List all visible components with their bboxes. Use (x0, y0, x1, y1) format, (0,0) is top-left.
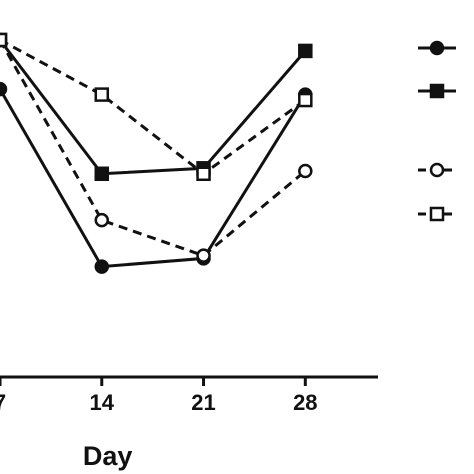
series-1 (0, 81, 313, 274)
series-4-point-4 (298, 92, 313, 108)
legend-item-4 (418, 206, 456, 222)
x-tick-label-7: 7 (0, 390, 6, 415)
x-tick-label-14: 14 (90, 390, 115, 415)
x-tick-label-28: 28 (293, 390, 317, 415)
series-4-line (0, 38, 307, 176)
series-3-point-4 (298, 163, 313, 179)
legend-item-2 (418, 83, 456, 99)
legend-item-1 (418, 40, 456, 56)
legend-marker-2 (429, 83, 445, 99)
series-1-point-1 (0, 81, 8, 97)
series-1-line (0, 88, 307, 269)
series-2-point-2 (94, 166, 110, 182)
legend-marker-1 (429, 40, 445, 56)
series-3-line (0, 39, 307, 258)
series-layer (0, 32, 313, 274)
legend-marker-4 (429, 206, 445, 222)
series-4 (0, 32, 313, 182)
series-4-point-1 (0, 32, 8, 48)
series-4-point-3 (196, 166, 211, 182)
series-2-point-4 (298, 43, 313, 59)
series-2-line (0, 39, 307, 176)
legend (418, 40, 456, 222)
legend-item-3 (418, 162, 456, 178)
series-3-point-2 (94, 212, 110, 228)
series-1-point-2 (94, 259, 110, 274)
x-tick-label-21: 21 (191, 390, 215, 415)
x-ticks: 7 14 21 28 (0, 377, 318, 415)
series-3 (0, 32, 313, 263)
legend-marker-3 (429, 162, 445, 178)
series-4-point-2 (94, 87, 110, 102)
series-3-point-3 (196, 248, 211, 263)
x-axis-title: Day (83, 441, 133, 471)
